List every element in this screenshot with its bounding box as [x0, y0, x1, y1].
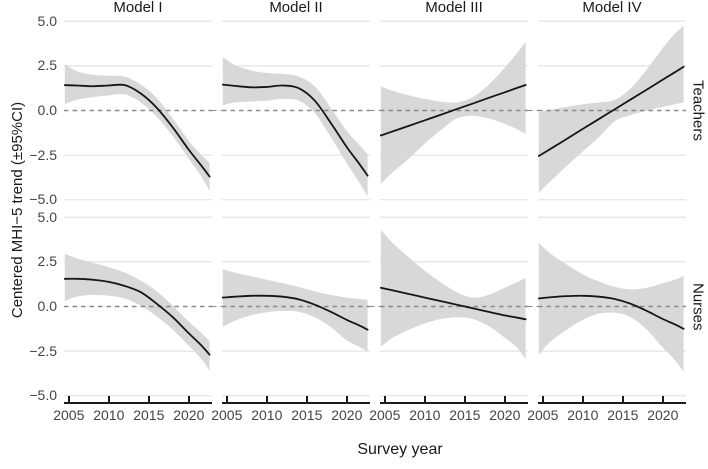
facet-plot-svg [538, 20, 686, 201]
x-axis-tick [541, 396, 544, 403]
x-axis-tick [621, 396, 624, 403]
facet-plot-svg [380, 20, 528, 201]
y-tick-label: 5.0 [37, 12, 57, 29]
facet-row-strip-teachers: Teachers [689, 80, 707, 141]
zero-reference-line-gap-segment [370, 305, 380, 308]
panel-teachers-model-i [64, 15, 212, 206]
panel-nurses-model-iii [380, 211, 528, 402]
x-axis-line [64, 402, 212, 405]
x-axis-tick [67, 396, 70, 403]
facet-row-strip-nurses: Nurses [689, 282, 707, 331]
facet-plot-svg [538, 216, 686, 397]
x-axis-tick [581, 396, 584, 403]
x-tick-label: 2010 [409, 407, 441, 423]
x-axis-tick [265, 396, 268, 403]
confidence-band [538, 25, 684, 193]
x-tick-label: 2020 [173, 407, 205, 423]
confidence-band [380, 41, 526, 184]
confidence-band [222, 56, 368, 197]
facet-plot-svg [64, 20, 212, 201]
zero-reference-line-gap-segment [212, 305, 222, 308]
x-axis-tick [187, 396, 190, 403]
panel-teachers-model-iii [380, 15, 528, 206]
x-tick-label: 2020 [331, 407, 363, 423]
facet-col-header-model-i: Model I [113, 0, 163, 16]
x-tick-label: 2015 [133, 407, 165, 423]
facet-plot-svg [222, 20, 370, 201]
x-axis-tick [463, 396, 466, 403]
x-axis-tick [305, 396, 308, 403]
x-tick-label: 2015 [449, 407, 481, 423]
zero-reference-line-gap-segment [528, 109, 538, 112]
confidence-band [222, 269, 368, 353]
x-axis-tick [107, 396, 110, 403]
facet-plot-svg [64, 216, 212, 397]
zero-reference-line-gap-segment [212, 109, 222, 112]
facet-plot-svg [380, 216, 528, 397]
x-tick-label: 2010 [567, 407, 599, 423]
y-tick-label: −2.5 [29, 342, 57, 359]
zero-reference-line-gap-segment [370, 109, 380, 112]
x-axis-tick [225, 396, 228, 403]
panel-teachers-model-ii [222, 15, 370, 206]
confidence-band [538, 243, 684, 372]
zero-reference-line-gap-segment [528, 305, 538, 308]
facet-col-header-model-iv: Model IV [582, 0, 642, 16]
y-tick-label: 2.5 [37, 57, 57, 74]
trend-line [538, 65, 685, 157]
x-axis-tick [345, 396, 348, 403]
panel-teachers-model-iv [538, 15, 686, 206]
panel-nurses-model-ii [222, 211, 370, 402]
x-axis-tick [661, 396, 664, 403]
facet-col-header-model-ii: Model II [269, 0, 323, 16]
x-axis-line [538, 402, 686, 405]
panel-nurses-model-iv [538, 211, 686, 402]
x-tick-label: 2010 [251, 407, 283, 423]
x-axis-line [222, 402, 370, 405]
y-tick-label: 2.5 [37, 253, 57, 270]
confidence-band [64, 253, 210, 371]
y-tick-label: 0.0 [37, 298, 57, 314]
x-axis-tick [423, 396, 426, 403]
x-tick-label: 2005 [527, 407, 559, 423]
x-axis-tick [383, 396, 386, 403]
panel-nurses-model-i [64, 211, 212, 402]
x-axis-tick [503, 396, 506, 403]
y-tick-label: −2.5 [29, 146, 57, 163]
x-tick-label: 2020 [489, 407, 521, 423]
trend-line [538, 294, 685, 330]
y-tick-label: −5.0 [29, 387, 57, 404]
trend-line [64, 277, 211, 356]
x-tick-label: 2015 [607, 407, 639, 423]
trend-line [222, 83, 369, 177]
x-tick-label: 2005 [53, 407, 85, 423]
x-tick-label: 2005 [211, 407, 243, 423]
facet-col-header-model-iii: Model III [425, 0, 483, 16]
y-tick-label: 0.0 [37, 102, 57, 118]
x-axis-tick [147, 396, 150, 403]
y-tick-label: 5.0 [37, 208, 57, 225]
trend-line [64, 83, 211, 178]
trend-line [380, 286, 527, 321]
x-tick-label: 2015 [291, 407, 323, 423]
x-tick-label: 2005 [369, 407, 401, 423]
x-axis-title: Survey year [357, 441, 443, 458]
y-tick-label: −5.0 [29, 191, 57, 208]
confidence-band [64, 64, 210, 191]
trend-line [380, 84, 527, 137]
facet-plot-svg [222, 216, 370, 397]
x-tick-label: 2020 [647, 407, 679, 423]
x-axis-line [380, 402, 528, 405]
x-tick-label: 2010 [93, 407, 125, 423]
confidence-band [380, 229, 526, 360]
trend-line [222, 294, 369, 331]
